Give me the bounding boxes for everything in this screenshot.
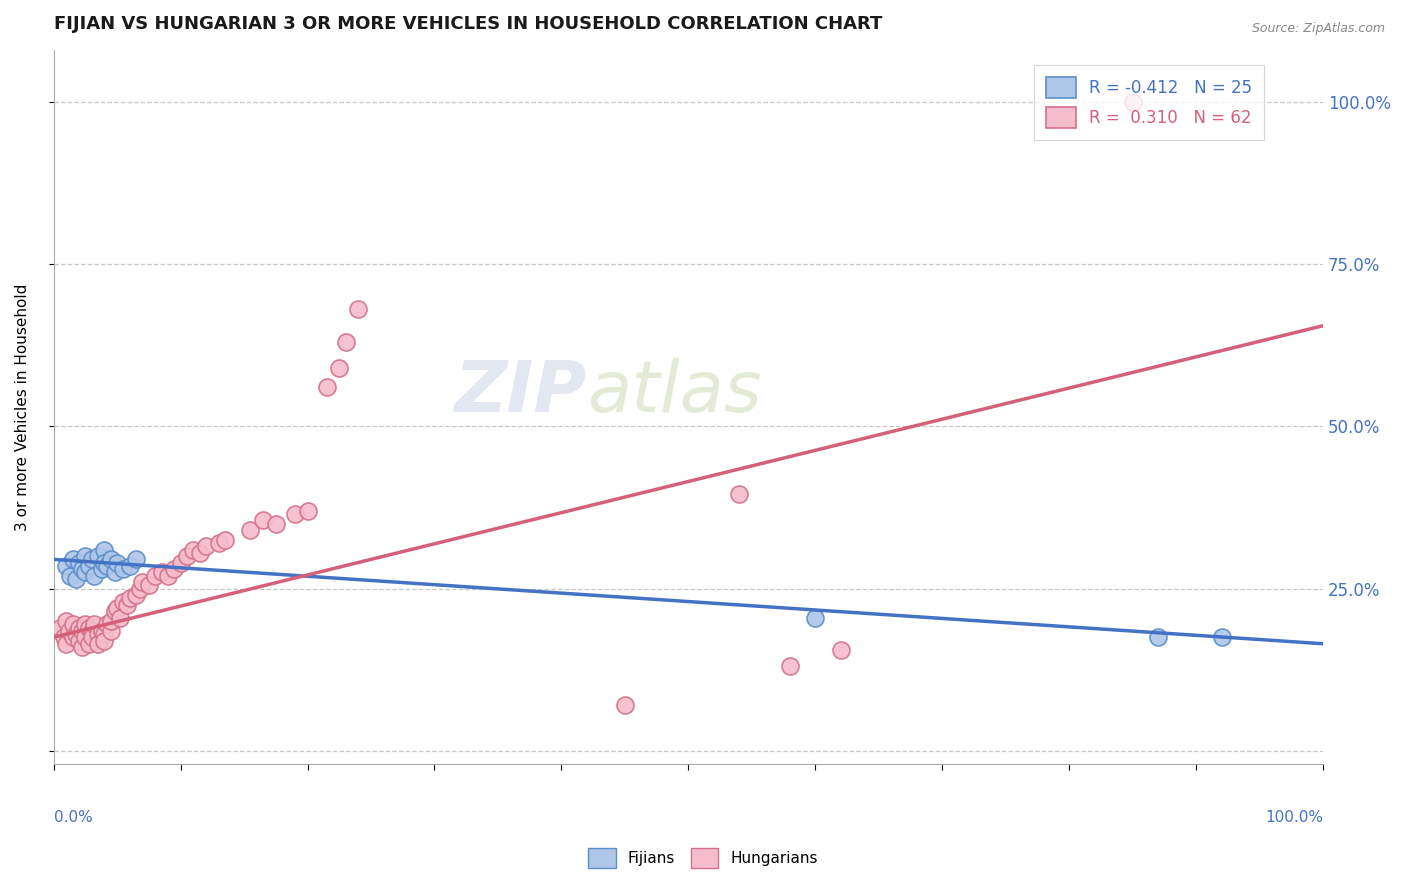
Point [55,558,77,573]
Legend: R = -0.412   N = 25, R =  0.310   N = 62: R = -0.412 N = 25, R = 0.310 N = 62 [1035,65,1264,140]
Point [93,542,115,557]
Point [87,637,110,651]
Point [297,504,319,518]
Y-axis label: 3 or more Vehicles in Household: 3 or more Vehicles in Household [15,283,30,531]
Point [96,617,118,632]
Point [67,621,90,635]
Point [613,698,636,713]
Point [58,624,80,638]
Point [143,568,166,582]
Point [176,549,198,563]
Point [252,513,274,527]
Legend: Fijians, Hungarians: Fijians, Hungarians [582,842,824,873]
Point [125,588,148,602]
Point [65,572,87,586]
Point [75,630,97,644]
Point [80,630,103,644]
Point [112,594,135,608]
Point [75,617,97,632]
Point [105,556,128,570]
Point [1122,95,1144,109]
Point [75,549,97,563]
Text: 100.0%: 100.0% [1265,810,1323,825]
Point [118,558,141,573]
Point [77,621,100,635]
Point [77,637,100,651]
Point [59,568,82,582]
Point [112,562,135,576]
Point [55,637,77,651]
Point [315,380,337,394]
Point [163,562,186,576]
Point [62,617,84,632]
Text: Source: ZipAtlas.com: Source: ZipAtlas.com [1251,22,1385,36]
Point [347,302,370,317]
Point [118,591,141,606]
Point [131,575,153,590]
Point [67,556,90,570]
Text: ZIP: ZIP [454,358,586,427]
Point [96,558,118,573]
Point [90,562,112,576]
Point [49,621,72,635]
Point [169,556,191,570]
Point [100,614,122,628]
Point [93,556,115,570]
Point [125,552,148,566]
Point [83,617,105,632]
Point [90,624,112,638]
Point [284,507,307,521]
Point [67,633,90,648]
Point [80,624,103,638]
Point [328,360,350,375]
Point [264,516,287,531]
Point [830,643,852,657]
Point [83,568,105,582]
Point [156,568,179,582]
Point [65,627,87,641]
Point [108,611,131,625]
Point [62,552,84,566]
Point [87,549,110,563]
Point [117,598,139,612]
Point [150,566,173,580]
Point [208,536,231,550]
Point [70,624,93,638]
Point [138,578,160,592]
Point [188,546,211,560]
Point [55,614,77,628]
Text: FIJIAN VS HUNGARIAN 3 OR MORE VEHICLES IN HOUSEHOLD CORRELATION CHART: FIJIAN VS HUNGARIAN 3 OR MORE VEHICLES I… [53,15,882,33]
Point [103,566,125,580]
Point [52,630,75,644]
Point [335,334,357,349]
Point [1211,630,1233,644]
Point [100,624,122,638]
Point [70,640,93,654]
Point [105,601,128,615]
Point [728,487,751,501]
Text: atlas: atlas [586,358,762,427]
Point [100,552,122,566]
Point [75,566,97,580]
Point [80,552,103,566]
Text: 0.0%: 0.0% [53,810,93,825]
Point [194,540,217,554]
Point [103,604,125,618]
Point [77,558,100,573]
Point [779,659,801,673]
Point [239,523,262,537]
Point [214,533,236,547]
Point [1147,630,1170,644]
Point [804,611,827,625]
Point [93,633,115,648]
Point [181,542,204,557]
Point [70,562,93,576]
Point [62,630,84,644]
Point [129,582,152,596]
Point [93,627,115,641]
Point [87,627,110,641]
